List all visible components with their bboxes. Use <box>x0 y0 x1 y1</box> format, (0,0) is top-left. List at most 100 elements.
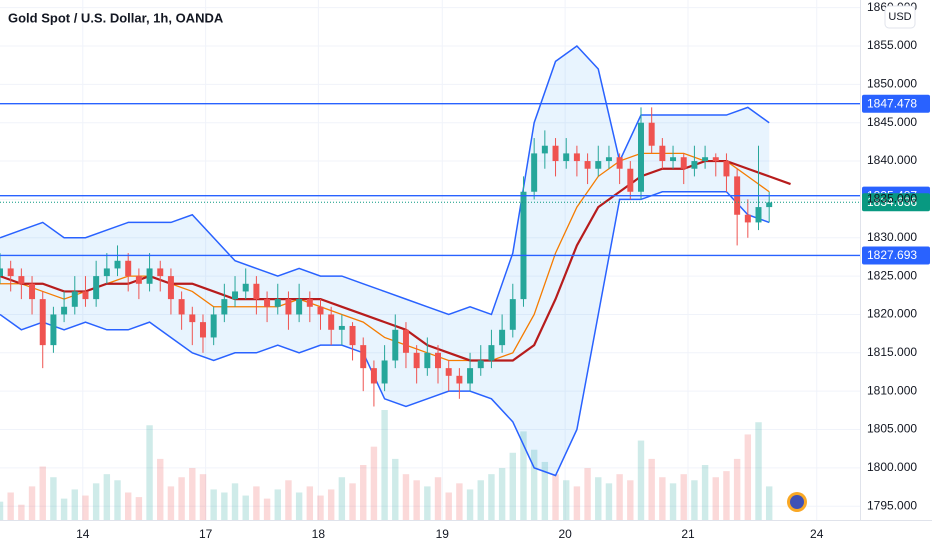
volume-bar <box>733 458 741 520</box>
candle-body <box>627 168 634 192</box>
volume-bar <box>648 458 655 520</box>
volume-bar <box>659 477 666 520</box>
candle-body <box>103 268 110 277</box>
price-label-box <box>862 193 930 212</box>
candle-body <box>82 291 89 300</box>
candle-body <box>178 299 185 315</box>
candle-body <box>61 306 68 315</box>
volume-bar <box>50 477 57 520</box>
candle-body <box>93 276 100 300</box>
candle-body <box>360 345 367 369</box>
volume-bar <box>616 474 623 520</box>
volume-bar <box>755 422 762 520</box>
volume-bar <box>605 483 613 520</box>
candle-body <box>253 283 260 300</box>
candle-body <box>349 325 356 346</box>
x-tick-label: 18 <box>312 527 326 541</box>
candle-body <box>167 276 174 300</box>
volume-bar <box>263 498 271 520</box>
volume-bar <box>392 458 399 520</box>
volume-bar <box>552 474 559 520</box>
candle-body <box>445 368 452 376</box>
candle-body <box>712 157 719 162</box>
volume-bar <box>199 474 207 520</box>
candle-body <box>146 268 153 284</box>
volume-bar <box>445 492 452 520</box>
event-flag <box>790 495 804 509</box>
candle-body <box>723 161 730 177</box>
volume-bar <box>349 483 356 520</box>
x-tick-label: 21 <box>681 527 695 541</box>
candle-body <box>477 360 484 369</box>
candle-body <box>232 291 239 300</box>
candle-body <box>616 157 623 169</box>
volume-bar <box>114 480 121 520</box>
candle-body <box>18 276 25 284</box>
candle-body <box>670 157 677 162</box>
candle-body <box>328 314 335 330</box>
candle-body <box>744 214 751 223</box>
candle-body <box>285 299 292 315</box>
volume-bar <box>157 458 164 520</box>
chart-title: Gold Spot / U.S. Dollar, 1h, OANDA <box>8 10 224 25</box>
volume-bar <box>627 480 634 520</box>
volume-bar <box>584 468 591 520</box>
volume-bar <box>60 498 68 520</box>
candle-body <box>584 161 591 169</box>
volume-bar <box>402 474 410 520</box>
volume-bar <box>424 486 431 520</box>
volume-bar <box>178 477 185 520</box>
price-label-box <box>862 246 930 265</box>
volume-bar <box>103 474 111 520</box>
y-tick-label: 1855.000 <box>867 38 917 52</box>
candle-body <box>638 122 644 192</box>
candle-body <box>691 161 698 169</box>
candle-body <box>680 157 687 169</box>
volume-bar <box>7 492 14 520</box>
volume-bar <box>466 489 474 520</box>
candle-body <box>424 352 431 369</box>
price-label-box <box>862 94 930 113</box>
volume-bar <box>39 466 46 520</box>
candle-body <box>605 157 612 162</box>
volume-bar <box>18 504 25 520</box>
candle-body <box>114 260 121 269</box>
candle-body <box>595 161 602 169</box>
candle-body <box>189 314 196 323</box>
volume-bar <box>242 495 249 520</box>
candle-body <box>648 122 655 146</box>
volume-bar <box>413 480 420 520</box>
volume-bar <box>146 425 153 520</box>
candle-body <box>659 145 666 162</box>
candle-body <box>242 283 249 292</box>
volume-bar <box>71 489 78 520</box>
currency-button[interactable] <box>884 5 916 29</box>
volume-bar <box>680 474 687 520</box>
candle-body <box>71 291 78 307</box>
x-tick-label: 24 <box>810 527 824 541</box>
volume-bar <box>28 486 36 520</box>
candle-body <box>135 276 142 284</box>
volume-bar <box>595 477 602 520</box>
y-tick-label: 1805.000 <box>867 422 917 436</box>
volume-bar <box>669 483 677 520</box>
volume-bar <box>723 471 730 520</box>
candle-body <box>210 314 217 338</box>
candle-body <box>370 368 377 384</box>
volume-bar <box>360 465 367 520</box>
volume-bar <box>317 495 324 520</box>
candle-body <box>499 329 506 346</box>
y-tick-label: 1795.000 <box>867 498 917 512</box>
candle-body <box>435 352 442 369</box>
volume-bar <box>189 468 196 520</box>
volume-bar <box>637 440 645 520</box>
volume-bar <box>381 410 388 520</box>
candle-body <box>264 299 271 307</box>
volume-bar <box>338 477 346 520</box>
y-tick-label: 1810.000 <box>867 383 917 397</box>
candle-body <box>456 375 463 384</box>
volume-bar <box>370 446 378 520</box>
